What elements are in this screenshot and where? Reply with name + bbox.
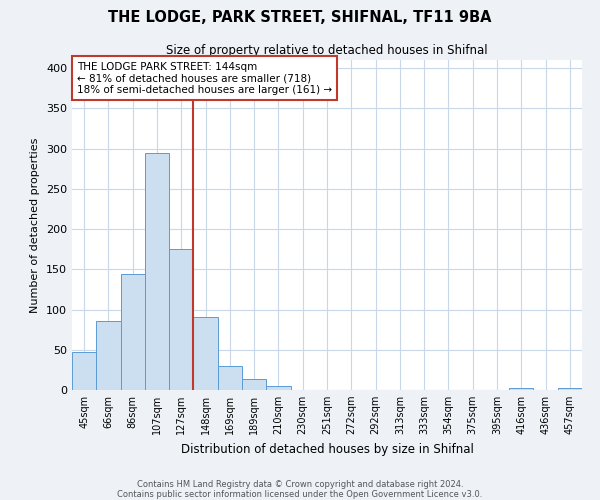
Text: Contains HM Land Registry data © Crown copyright and database right 2024.
Contai: Contains HM Land Registry data © Crown c… xyxy=(118,480,482,499)
Bar xyxy=(96,321,121,390)
X-axis label: Distribution of detached houses by size in Shifnal: Distribution of detached houses by size … xyxy=(181,442,473,456)
Bar xyxy=(193,317,218,390)
Bar xyxy=(558,388,582,390)
Bar xyxy=(218,366,242,390)
Bar xyxy=(242,378,266,390)
Bar xyxy=(169,249,193,390)
Bar xyxy=(509,388,533,390)
Bar xyxy=(266,386,290,390)
Text: THE LODGE PARK STREET: 144sqm
← 81% of detached houses are smaller (718)
18% of : THE LODGE PARK STREET: 144sqm ← 81% of d… xyxy=(77,62,332,95)
Y-axis label: Number of detached properties: Number of detached properties xyxy=(31,138,40,312)
Bar xyxy=(72,352,96,390)
Text: THE LODGE, PARK STREET, SHIFNAL, TF11 9BA: THE LODGE, PARK STREET, SHIFNAL, TF11 9B… xyxy=(108,10,492,25)
Bar xyxy=(145,152,169,390)
Bar xyxy=(121,274,145,390)
Title: Size of property relative to detached houses in Shifnal: Size of property relative to detached ho… xyxy=(166,44,488,58)
